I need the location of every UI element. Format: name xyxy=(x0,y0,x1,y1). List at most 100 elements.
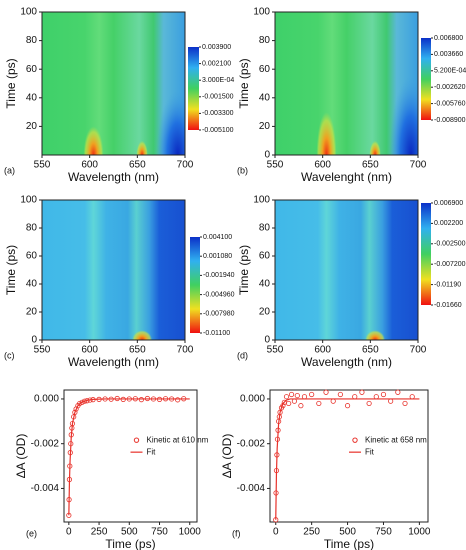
y-tick-label: 60 xyxy=(26,251,38,262)
panel-label: (f) xyxy=(232,528,241,538)
y-tick-label: 20 xyxy=(259,307,271,318)
data-point xyxy=(402,400,408,407)
x-axis-label: Wavelength (nm) xyxy=(301,355,392,369)
colorbar-tick-label: -0.007980 xyxy=(203,311,235,318)
data-point xyxy=(380,391,387,398)
x-tick-label: 550 xyxy=(34,345,51,356)
colorbar-tick-label: 3.000E-04 xyxy=(202,77,234,84)
data-point xyxy=(288,391,295,398)
colorbar xyxy=(421,203,431,305)
y-tick-label: -0.002 xyxy=(237,438,266,449)
colorbar-tick-label: 0.002100 xyxy=(202,60,231,67)
y-tick-label: 0 xyxy=(264,150,270,161)
x-tick-label: 550 xyxy=(34,160,51,171)
y-axis-label: Time (ps) xyxy=(4,245,18,295)
x-tick-label: 700 xyxy=(410,160,427,171)
x-tick-label: 650 xyxy=(362,345,379,356)
data-point xyxy=(294,392,300,399)
y-tick-label: 100 xyxy=(20,7,37,18)
y-tick-label: 80 xyxy=(259,35,271,46)
y-tick-label: 60 xyxy=(259,251,271,262)
y-tick-label: 20 xyxy=(26,307,38,318)
data-point xyxy=(298,403,304,409)
y-tick-label: 40 xyxy=(26,279,38,290)
plot-frame xyxy=(274,11,419,156)
colorbar-tick-label: -0.001940 xyxy=(203,272,235,279)
x-tick-label: 550 xyxy=(267,160,284,171)
y-axis-label: ΔA (OD) xyxy=(220,434,234,479)
legend-label: Fit xyxy=(365,447,375,456)
colorbar-tick-label: -0.01100 xyxy=(203,330,230,337)
colorbar-tick-label: -0.002620 xyxy=(434,84,466,91)
legend-label: Kinetic at 610 nm xyxy=(147,435,209,444)
colorbar-tick-label: -0.01190 xyxy=(434,281,461,288)
colorbar xyxy=(190,237,200,333)
y-tick-label: 60 xyxy=(26,64,38,75)
plot-frame xyxy=(41,11,186,156)
plot-frame xyxy=(269,389,429,523)
heatmap-blob xyxy=(365,330,386,340)
colorbar-tick-label: -0.008900 xyxy=(434,117,466,124)
colorbar-tick-label: 0.006800 xyxy=(434,35,463,42)
y-tick-label: 100 xyxy=(20,195,37,206)
x-tick-label: 600 xyxy=(81,345,98,356)
y-tick-label: -0.002 xyxy=(31,438,60,449)
y-tick-label: 100 xyxy=(253,7,270,18)
legend-symbol xyxy=(352,437,358,443)
colorbar-tick-label: -0.002500 xyxy=(434,241,466,248)
colorbar-tick-label: -0.005760 xyxy=(434,100,466,107)
x-tick-label: 600 xyxy=(314,160,331,171)
x-tick-label: 550 xyxy=(267,345,284,356)
x-tick-label: 750 xyxy=(375,527,392,538)
colorbar xyxy=(421,38,431,120)
y-axis-label: Time (ps) xyxy=(237,58,251,108)
y-tick-label: 40 xyxy=(26,92,38,103)
y-tick-label: 0.000 xyxy=(240,394,265,405)
colorbar-tick-label: 5.200E-04 xyxy=(434,68,466,75)
colorbar-tick-label: 0.006900 xyxy=(434,200,463,207)
data-point xyxy=(373,394,379,400)
y-tick-label: 0.000 xyxy=(34,394,59,405)
colorbar-tick-label: 0.003900 xyxy=(202,44,231,51)
y-tick-label: 80 xyxy=(26,35,38,46)
x-axis-label: Time (ps) xyxy=(324,537,374,550)
colorbar-tick-label: 0.003660 xyxy=(434,51,463,58)
y-tick-label: 0 xyxy=(31,335,37,346)
y-tick-label: 0 xyxy=(264,335,270,346)
heatmap xyxy=(275,12,418,155)
heatmap xyxy=(42,200,185,340)
panel-label: (d) xyxy=(237,350,248,360)
heatmap-blob xyxy=(83,126,104,155)
data-point xyxy=(388,398,394,404)
data-point xyxy=(359,389,365,395)
colorbar-tick-label: 0.004100 xyxy=(203,234,232,241)
heatmap-blob xyxy=(369,140,381,155)
x-tick-label: 0 xyxy=(273,527,279,538)
data-point xyxy=(337,391,343,398)
x-tick-label: 250 xyxy=(91,527,108,538)
data-point xyxy=(81,398,88,404)
data-point xyxy=(77,400,83,407)
legend-label: Kinetic at 658 nm xyxy=(365,435,427,444)
y-tick-label: 80 xyxy=(26,223,38,234)
data-point xyxy=(352,394,358,400)
data-point xyxy=(291,398,298,404)
x-tick-label: 600 xyxy=(314,345,331,356)
data-point xyxy=(175,397,181,403)
heatmap-blob xyxy=(316,112,337,155)
y-tick-label: 80 xyxy=(259,223,271,234)
data-point xyxy=(301,394,308,400)
x-tick-label: 500 xyxy=(339,527,356,538)
data-point xyxy=(330,398,336,404)
x-axis-label: Wavelength (nm) xyxy=(68,355,159,369)
plot-frame xyxy=(41,199,186,341)
x-tick-label: 700 xyxy=(177,160,194,171)
y-tick-label: 20 xyxy=(26,121,38,132)
data-point xyxy=(395,389,401,395)
heatmap xyxy=(275,200,418,340)
data-point xyxy=(309,391,315,398)
x-tick-label: 500 xyxy=(121,527,138,538)
y-tick-label: 100 xyxy=(253,195,270,206)
data-point xyxy=(323,389,329,395)
